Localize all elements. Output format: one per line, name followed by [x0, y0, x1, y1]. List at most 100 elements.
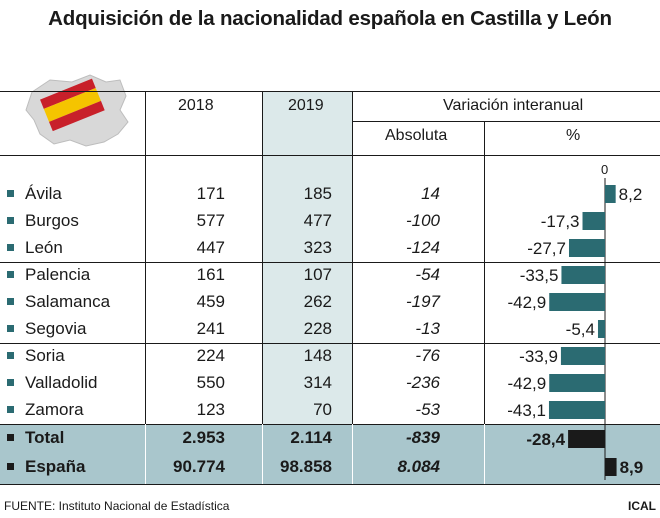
col-divider-2: [262, 91, 263, 424]
percent-bar-palencia: [561, 266, 605, 284]
header-2019: 2019: [288, 97, 324, 114]
row-name: Zamora: [25, 400, 84, 419]
percent-bar-zamora: [548, 401, 605, 419]
percent-label: -28,4: [526, 430, 565, 449]
percent-label: -5,4: [566, 320, 595, 339]
row-name: Valladolid: [25, 373, 98, 392]
row-bullet: [7, 217, 14, 224]
totals-top-rule: [0, 424, 660, 425]
percent-bar-salamanca: [549, 293, 605, 311]
col-divider-3-totals: [352, 424, 353, 484]
cell-2018: 447: [196, 238, 225, 257]
row-bullet: [7, 379, 14, 386]
row-name: Salamanca: [25, 292, 111, 311]
row-bullet: [7, 190, 14, 197]
chart-title: Adquisición de la nacionalidad española …: [48, 7, 612, 30]
header-percent: %: [566, 127, 581, 144]
percent-bar-burgos: [582, 212, 605, 230]
percent-label: -33,5: [520, 266, 559, 285]
cell-2018: 161: [196, 265, 225, 284]
col-divider-3: [352, 91, 353, 424]
row-bullet: [7, 298, 14, 305]
row-bullet: [7, 406, 14, 413]
col-divider-1-totals: [145, 424, 146, 484]
cell-2019: 2.114: [290, 428, 332, 447]
cell-2019: 70: [313, 400, 332, 419]
highlight-2019-column: [262, 92, 352, 424]
percent-label: -42,9: [507, 374, 546, 393]
cell-2018: 459: [196, 292, 225, 311]
row-bullet: [7, 463, 14, 470]
cell-2019: 107: [303, 265, 332, 284]
header-absoluta: Absoluta: [385, 127, 448, 144]
cell-absoluta: -236: [405, 373, 440, 392]
footer-source: FUENTE: Instituto Nacional de Estadístic…: [4, 499, 230, 513]
cell-2018: 90.774: [173, 457, 225, 476]
cell-2019: 314: [303, 373, 332, 392]
row-bullet: [7, 352, 14, 359]
row-bullet: [7, 244, 14, 251]
cell-absoluta: 14: [421, 184, 440, 203]
cell-absoluta: -53: [415, 400, 440, 419]
col-divider-4-totals: [484, 424, 485, 484]
row-bullet: [7, 325, 14, 332]
cell-absoluta: -124: [405, 238, 440, 257]
col-divider-1: [145, 91, 146, 424]
percent-bar-avila: [605, 185, 616, 203]
castilla-leon-map-flag-icon: [25, 74, 129, 147]
col-divider-4: [484, 121, 485, 424]
cell-2019: 477: [303, 211, 332, 230]
row-bullet: [7, 271, 14, 278]
row-bullet: [7, 434, 14, 441]
row-name: Burgos: [25, 211, 79, 230]
cell-2019: 185: [303, 184, 332, 203]
col-divider-2-totals: [262, 424, 263, 484]
percent-label: -27,7: [527, 239, 566, 258]
bottom-rule: [0, 484, 660, 485]
group-rule-1: [0, 262, 660, 263]
cell-2018: 171: [196, 184, 225, 203]
percent-bar-total: [568, 430, 605, 448]
percent-label: -33,9: [519, 347, 558, 366]
axis-zero-label: 0: [601, 162, 609, 177]
cell-absoluta: -76: [415, 346, 440, 365]
cell-2018: 224: [196, 346, 225, 365]
percent-bar-leon: [568, 239, 605, 257]
percent-bar-segovia: [597, 320, 605, 338]
row-name: Soria: [25, 346, 65, 365]
percent-label: -43,1: [507, 401, 546, 420]
cell-2019: 228: [303, 319, 332, 338]
cell-absoluta: -13: [415, 319, 440, 338]
cell-2018: 577: [196, 211, 225, 230]
header-2018: 2018: [178, 97, 214, 114]
percent-label: -42,9: [507, 293, 546, 312]
header-variacion: Variación interanual: [443, 97, 584, 114]
cell-absoluta: -197: [405, 292, 440, 311]
cell-2019: 323: [303, 238, 332, 257]
row-name: Segovia: [25, 319, 87, 338]
row-name: León: [25, 238, 63, 257]
row-name: Ávila: [25, 184, 62, 203]
cell-2018: 123: [196, 400, 225, 419]
header-bottom-rule: [0, 155, 660, 156]
highlight-totals-rows: [0, 424, 660, 484]
percent-bar-soria: [560, 347, 605, 365]
row-name: Palencia: [25, 265, 91, 284]
percent-label: 8,2: [619, 185, 643, 204]
percent-bar-espana: [605, 458, 617, 476]
percent-label: 8,9: [620, 458, 644, 477]
header-top-rule: [0, 91, 660, 92]
cell-2018: 2.953: [182, 428, 225, 447]
cell-absoluta: 8.084: [397, 457, 440, 476]
row-name: España: [25, 457, 86, 476]
percent-label: -17,3: [541, 212, 580, 231]
cell-2018: 241: [196, 319, 225, 338]
header-sub-rule: [352, 121, 660, 122]
cell-absoluta: -54: [415, 265, 440, 284]
cell-2019: 98.858: [280, 457, 332, 476]
cell-2018: 550: [196, 373, 225, 392]
row-name: Total: [25, 428, 65, 447]
footer-brand: ICAL: [628, 499, 656, 513]
cell-absoluta: -100: [405, 211, 440, 230]
